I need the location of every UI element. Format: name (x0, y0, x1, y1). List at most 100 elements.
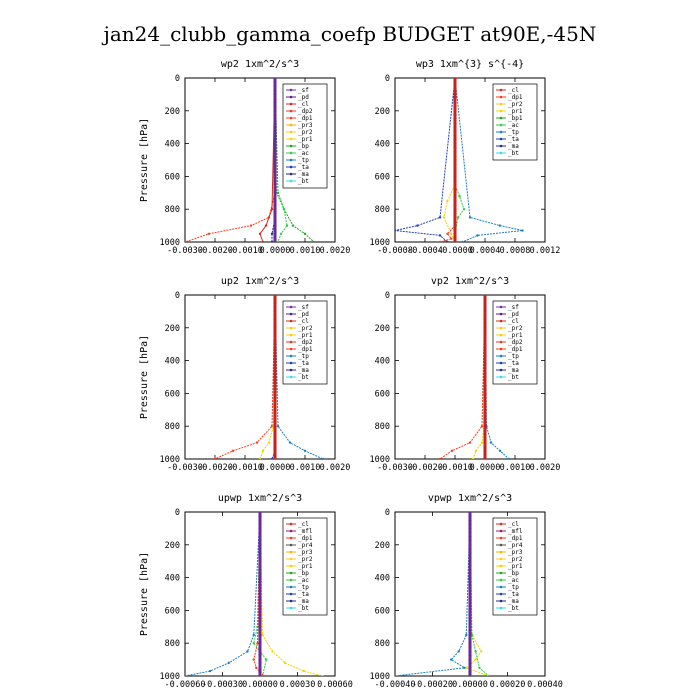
legend-label: _ta (298, 591, 309, 598)
legend-marker (289, 536, 293, 540)
data-point-pr1 (474, 658, 477, 661)
zero-profile-marker (468, 670, 472, 674)
data-point-dp1 (252, 658, 255, 661)
legend-label: _sf (298, 87, 309, 94)
plot-frame (394, 294, 546, 460)
zero-profile-marker (258, 592, 262, 596)
y-axis-label: Pressure [hPa] (139, 335, 150, 419)
legend-marker (499, 319, 503, 323)
x-tick-label: 0.0020 (320, 463, 351, 473)
zero-profile-marker (273, 219, 277, 224)
panel-title: vpwp 1xm^2/s^3 (428, 493, 512, 504)
legend-marker (289, 130, 293, 134)
legend-box (282, 83, 328, 189)
series-line-bp (274, 78, 315, 242)
legend-label: _cl (508, 521, 519, 528)
data-point-ta (416, 224, 419, 227)
x-tick-label: -0.0010 (227, 246, 263, 256)
zero-profile-marker (258, 641, 262, 645)
data-point-ac (474, 650, 477, 653)
data-point-ta (438, 234, 442, 237)
legend-marker (289, 578, 293, 582)
zero-profile-marker (258, 617, 262, 621)
zero-profile-marker (468, 604, 472, 608)
zero-profile-marker (468, 571, 472, 576)
zero-profile-marker (483, 432, 487, 436)
legend-marker (499, 585, 503, 589)
zero-profile-marker (273, 191, 277, 195)
legend-label: _pr1 (298, 136, 313, 143)
zero-profile-marker (273, 105, 277, 109)
zero-profile-marker (483, 309, 487, 313)
legend-label: _dp2 (298, 108, 313, 115)
data-point-dp1 (480, 425, 484, 428)
series-line-tp (185, 512, 261, 676)
zero-profile-marker (453, 117, 457, 121)
zero-profile-marker (273, 408, 277, 412)
zero-profile-marker (273, 404, 277, 408)
legend-label: _pr1 (298, 332, 313, 339)
zero-profile-marker (273, 334, 277, 338)
zero-profile-marker (453, 129, 457, 133)
zero-profile-marker (483, 297, 487, 301)
zero-profile-marker (273, 195, 277, 199)
zero-profile-marker (468, 512, 472, 514)
x-tick-label: 0.0010 (500, 463, 531, 473)
zero-profile-marker (273, 383, 277, 387)
zero-profile-marker (273, 142, 277, 146)
zero-profile-marker (273, 121, 277, 125)
legend-marker (499, 361, 503, 365)
legend-label: _bt (298, 374, 309, 381)
data-point-ta (438, 216, 442, 219)
zero-profile-marker (273, 432, 277, 436)
zero-profile-marker (453, 121, 457, 125)
legend-label: _pr3 (298, 549, 313, 556)
legend-marker (499, 333, 503, 337)
legend-marker (289, 333, 293, 337)
zero-profile-marker (258, 584, 262, 588)
data-point-pr1 (271, 650, 274, 653)
zero-profile-marker (453, 211, 457, 215)
x-tick-label: 0.0020 (530, 463, 561, 473)
legend-label: _ac (508, 122, 519, 129)
legend-marker (289, 564, 293, 568)
y-tick-label: 200 (375, 541, 390, 551)
zero-profile-marker (273, 224, 277, 228)
zero-profile-marker (483, 379, 487, 383)
data-point-dp1 (438, 457, 442, 459)
data-point-tp (476, 234, 479, 237)
legend-marker (499, 571, 503, 575)
legend-marker (499, 529, 503, 533)
zero-profile-marker (483, 441, 487, 445)
zero-profile-marker (273, 428, 277, 432)
zero-profile-marker (468, 653, 472, 658)
zero-profile-marker (273, 96, 277, 101)
series-line-pr2 (443, 78, 456, 242)
data-point-cl (258, 232, 262, 235)
zero-profile-marker (483, 359, 487, 363)
zero-profile-marker (483, 412, 487, 416)
series-line-dp1 (439, 295, 486, 459)
y-tick-label: 200 (375, 107, 390, 117)
x-tick-label: 0.00000 (242, 680, 278, 690)
zero-profile-marker (273, 330, 277, 334)
legend-marker (289, 116, 293, 120)
legend-marker (499, 305, 503, 309)
data-point-ac (285, 224, 289, 227)
legend-marker (499, 137, 503, 141)
legend-label: _pr2 (298, 325, 313, 332)
zero-profile-marker (273, 174, 277, 178)
zero-profile-marker (273, 301, 277, 305)
x-tick-label: 0.0020 (320, 246, 351, 256)
legend-marker (499, 109, 503, 113)
data-point-tp (461, 240, 464, 242)
legend-marker (289, 529, 293, 533)
zero-profile-marker (483, 424, 487, 428)
x-tick-label: -0.0030 (377, 463, 413, 473)
zero-profile-marker (258, 600, 262, 604)
zero-profile-marker (273, 170, 277, 174)
data-point-tp (521, 229, 524, 232)
zero-profile-marker (273, 338, 277, 342)
data-point-tp (498, 449, 502, 452)
data-point-dp1 (185, 240, 187, 242)
